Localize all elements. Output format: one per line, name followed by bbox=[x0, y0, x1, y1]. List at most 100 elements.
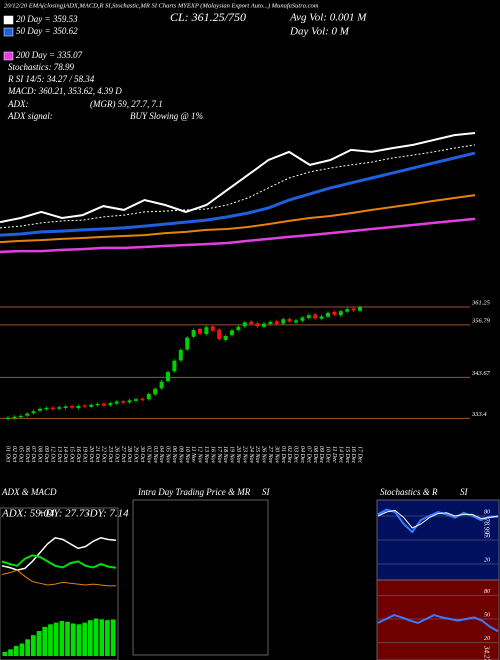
legend-entry: 50 Day = 350.62 bbox=[16, 26, 78, 36]
bar bbox=[65, 621, 70, 656]
bar bbox=[59, 621, 65, 656]
candle-body bbox=[204, 327, 209, 334]
bar bbox=[76, 624, 82, 656]
y-tick-label: 80 bbox=[484, 509, 490, 515]
series-line bbox=[377, 614, 499, 633]
candle-body bbox=[82, 405, 87, 407]
x-tick-label: 10 Nov bbox=[184, 446, 190, 464]
x-tick-label: 13 Oct bbox=[56, 446, 62, 462]
candle-body bbox=[127, 400, 132, 403]
candle-body bbox=[50, 407, 55, 410]
candle-body bbox=[326, 312, 330, 317]
bar bbox=[13, 646, 19, 656]
candle-body bbox=[31, 411, 36, 414]
panel bbox=[132, 499, 269, 656]
annotation: Avg Vol: 0.001 M bbox=[289, 12, 367, 24]
legend-swatch bbox=[3, 27, 14, 37]
x-tick-label: 25 Nov bbox=[254, 446, 260, 464]
panel-title: 20/12/20 EMA(closing)ADX,MACD,R SI,Stoch… bbox=[4, 2, 319, 9]
candle-body bbox=[146, 394, 151, 400]
candle-body bbox=[332, 312, 337, 315]
x-tick-label: 20 Oct bbox=[88, 446, 94, 462]
series-line bbox=[1, 569, 117, 587]
candle-body bbox=[242, 322, 247, 327]
x-tick-label: 30 Nov bbox=[273, 445, 279, 464]
x-tick-label: 11 Nov bbox=[190, 446, 196, 463]
annotation: BUY Slowing @ 1% bbox=[130, 111, 203, 121]
bar bbox=[82, 622, 87, 656]
x-tick-label: 17 Nov bbox=[216, 446, 222, 464]
legend-entry: 200 Day = 335.07 bbox=[16, 50, 83, 60]
x-tick-label: 30 Oct bbox=[139, 445, 145, 462]
bar bbox=[88, 620, 93, 656]
legend-entry: -DY: 7.14 bbox=[86, 508, 129, 520]
y-tick-label: 20 bbox=[484, 557, 490, 563]
x-tick-label: 07 Dec bbox=[305, 446, 311, 463]
x-tick-label: 02 Dec bbox=[286, 446, 292, 463]
annotation: R SI 14/5: 34.27 / 58.34 bbox=[7, 74, 95, 84]
series-line bbox=[1, 554, 117, 569]
bar bbox=[19, 643, 25, 656]
x-tick-label: 16 Dec bbox=[350, 446, 356, 463]
x-tick-label: 08 Dec bbox=[312, 446, 318, 463]
series-line bbox=[0, 144, 476, 229]
x-tick-label: 06 Nov bbox=[171, 446, 177, 464]
y-tick-label: 20 bbox=[484, 636, 490, 642]
x-tick-label: 26 Nov bbox=[261, 446, 267, 464]
panel-title: Stochastics & R bbox=[380, 487, 438, 497]
x-tick-label: 03 Dec bbox=[293, 446, 299, 463]
bar bbox=[99, 619, 105, 656]
bar bbox=[53, 622, 59, 656]
x-tick-label: 04 Nov bbox=[158, 446, 165, 464]
candle-body bbox=[306, 315, 311, 318]
x-tick-label: 02 Nov bbox=[145, 446, 151, 464]
candle-body bbox=[255, 323, 260, 327]
x-tick-label: 23 Oct bbox=[107, 446, 113, 462]
series-line bbox=[0, 151, 476, 237]
candle-body bbox=[76, 406, 81, 408]
x-tick-label: 09 Dec bbox=[318, 446, 324, 463]
candle-body bbox=[230, 330, 234, 336]
x-tick-label: 26 Oct bbox=[113, 446, 119, 462]
x-tick-label: 29 Oct bbox=[133, 446, 139, 462]
candle-body bbox=[191, 330, 196, 337]
candle-body bbox=[262, 323, 266, 327]
candle-body bbox=[287, 318, 292, 322]
series-line bbox=[377, 508, 498, 534]
bar bbox=[48, 624, 53, 656]
bar bbox=[70, 623, 76, 656]
annotation: 34.27 bbox=[482, 645, 490, 660]
candle-body bbox=[57, 407, 62, 409]
x-tick-label: 22 Oct bbox=[101, 446, 107, 462]
x-tick-label: 03 Nov bbox=[152, 446, 158, 464]
y-tick-label: 50 bbox=[484, 533, 490, 539]
x-tick-label: 15 Oct bbox=[69, 446, 75, 462]
candle-body bbox=[236, 326, 241, 330]
bar bbox=[42, 626, 48, 656]
series-line bbox=[0, 132, 476, 224]
candle-body bbox=[249, 321, 254, 324]
candle-body bbox=[319, 316, 324, 319]
x-tick-label: 09 Oct bbox=[43, 446, 49, 462]
panel-title: ADX & MACD bbox=[1, 487, 57, 497]
x-tick-label: 20 Nov bbox=[235, 446, 241, 464]
legend-entry: +DY: 27.73 bbox=[38, 508, 90, 520]
panel-title: SI bbox=[262, 487, 271, 497]
candle-body bbox=[159, 381, 164, 389]
candle-body bbox=[185, 337, 190, 350]
y-tick-label: 361.25 bbox=[471, 299, 491, 306]
candle-body bbox=[121, 401, 126, 403]
y-tick-label: 50 bbox=[484, 612, 490, 618]
candle-body bbox=[223, 336, 228, 340]
candle-body bbox=[12, 416, 17, 418]
x-tick-label: 09 Nov bbox=[177, 446, 183, 464]
candle-body bbox=[95, 404, 100, 406]
candle-body bbox=[178, 350, 183, 361]
candle-body bbox=[114, 401, 119, 404]
bar bbox=[110, 619, 116, 656]
candle-body bbox=[351, 308, 356, 311]
x-tick-label: 12 Nov bbox=[197, 446, 203, 464]
bar bbox=[93, 618, 99, 656]
x-tick-label: 05 Nov bbox=[165, 446, 171, 464]
